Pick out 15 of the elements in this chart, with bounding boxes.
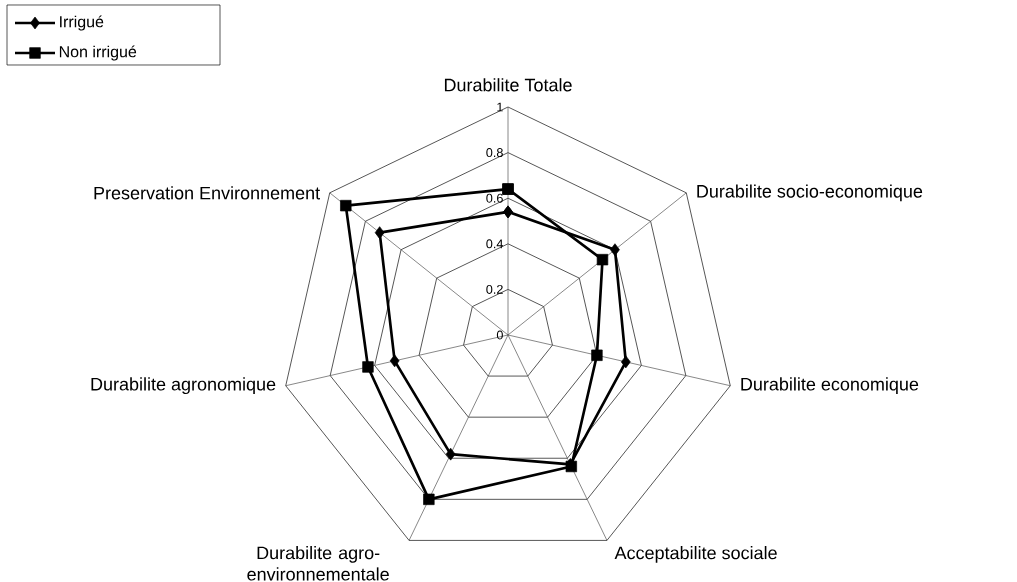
- spoke-label: Durabilite agronomique: [91, 377, 276, 395]
- spoke-label: Acceptabilite sociale: [614, 546, 777, 563]
- y-tick-label: 1: [497, 102, 503, 112]
- legend-label: Irrigué: [60, 15, 104, 31]
- spoke-label: Durabilite agro-environnementale: [247, 546, 389, 581]
- legend-label: Non irrigué: [59, 45, 137, 61]
- y-tick-label: 0: [496, 330, 503, 340]
- spoke-label: Durabilite economique: [741, 377, 919, 395]
- y-tick-label: 0.2: [486, 284, 503, 294]
- y-tick-label: 0.4: [486, 239, 504, 249]
- spoke-label: Durabilite socio-economique: [697, 184, 923, 202]
- spoke-label: Preservation Environnement: [94, 186, 320, 200]
- spoke-label: Durabilite Totale: [444, 78, 572, 92]
- y-tick-label: 0.6: [486, 193, 503, 203]
- y-tick-label: 0.8: [486, 148, 503, 158]
